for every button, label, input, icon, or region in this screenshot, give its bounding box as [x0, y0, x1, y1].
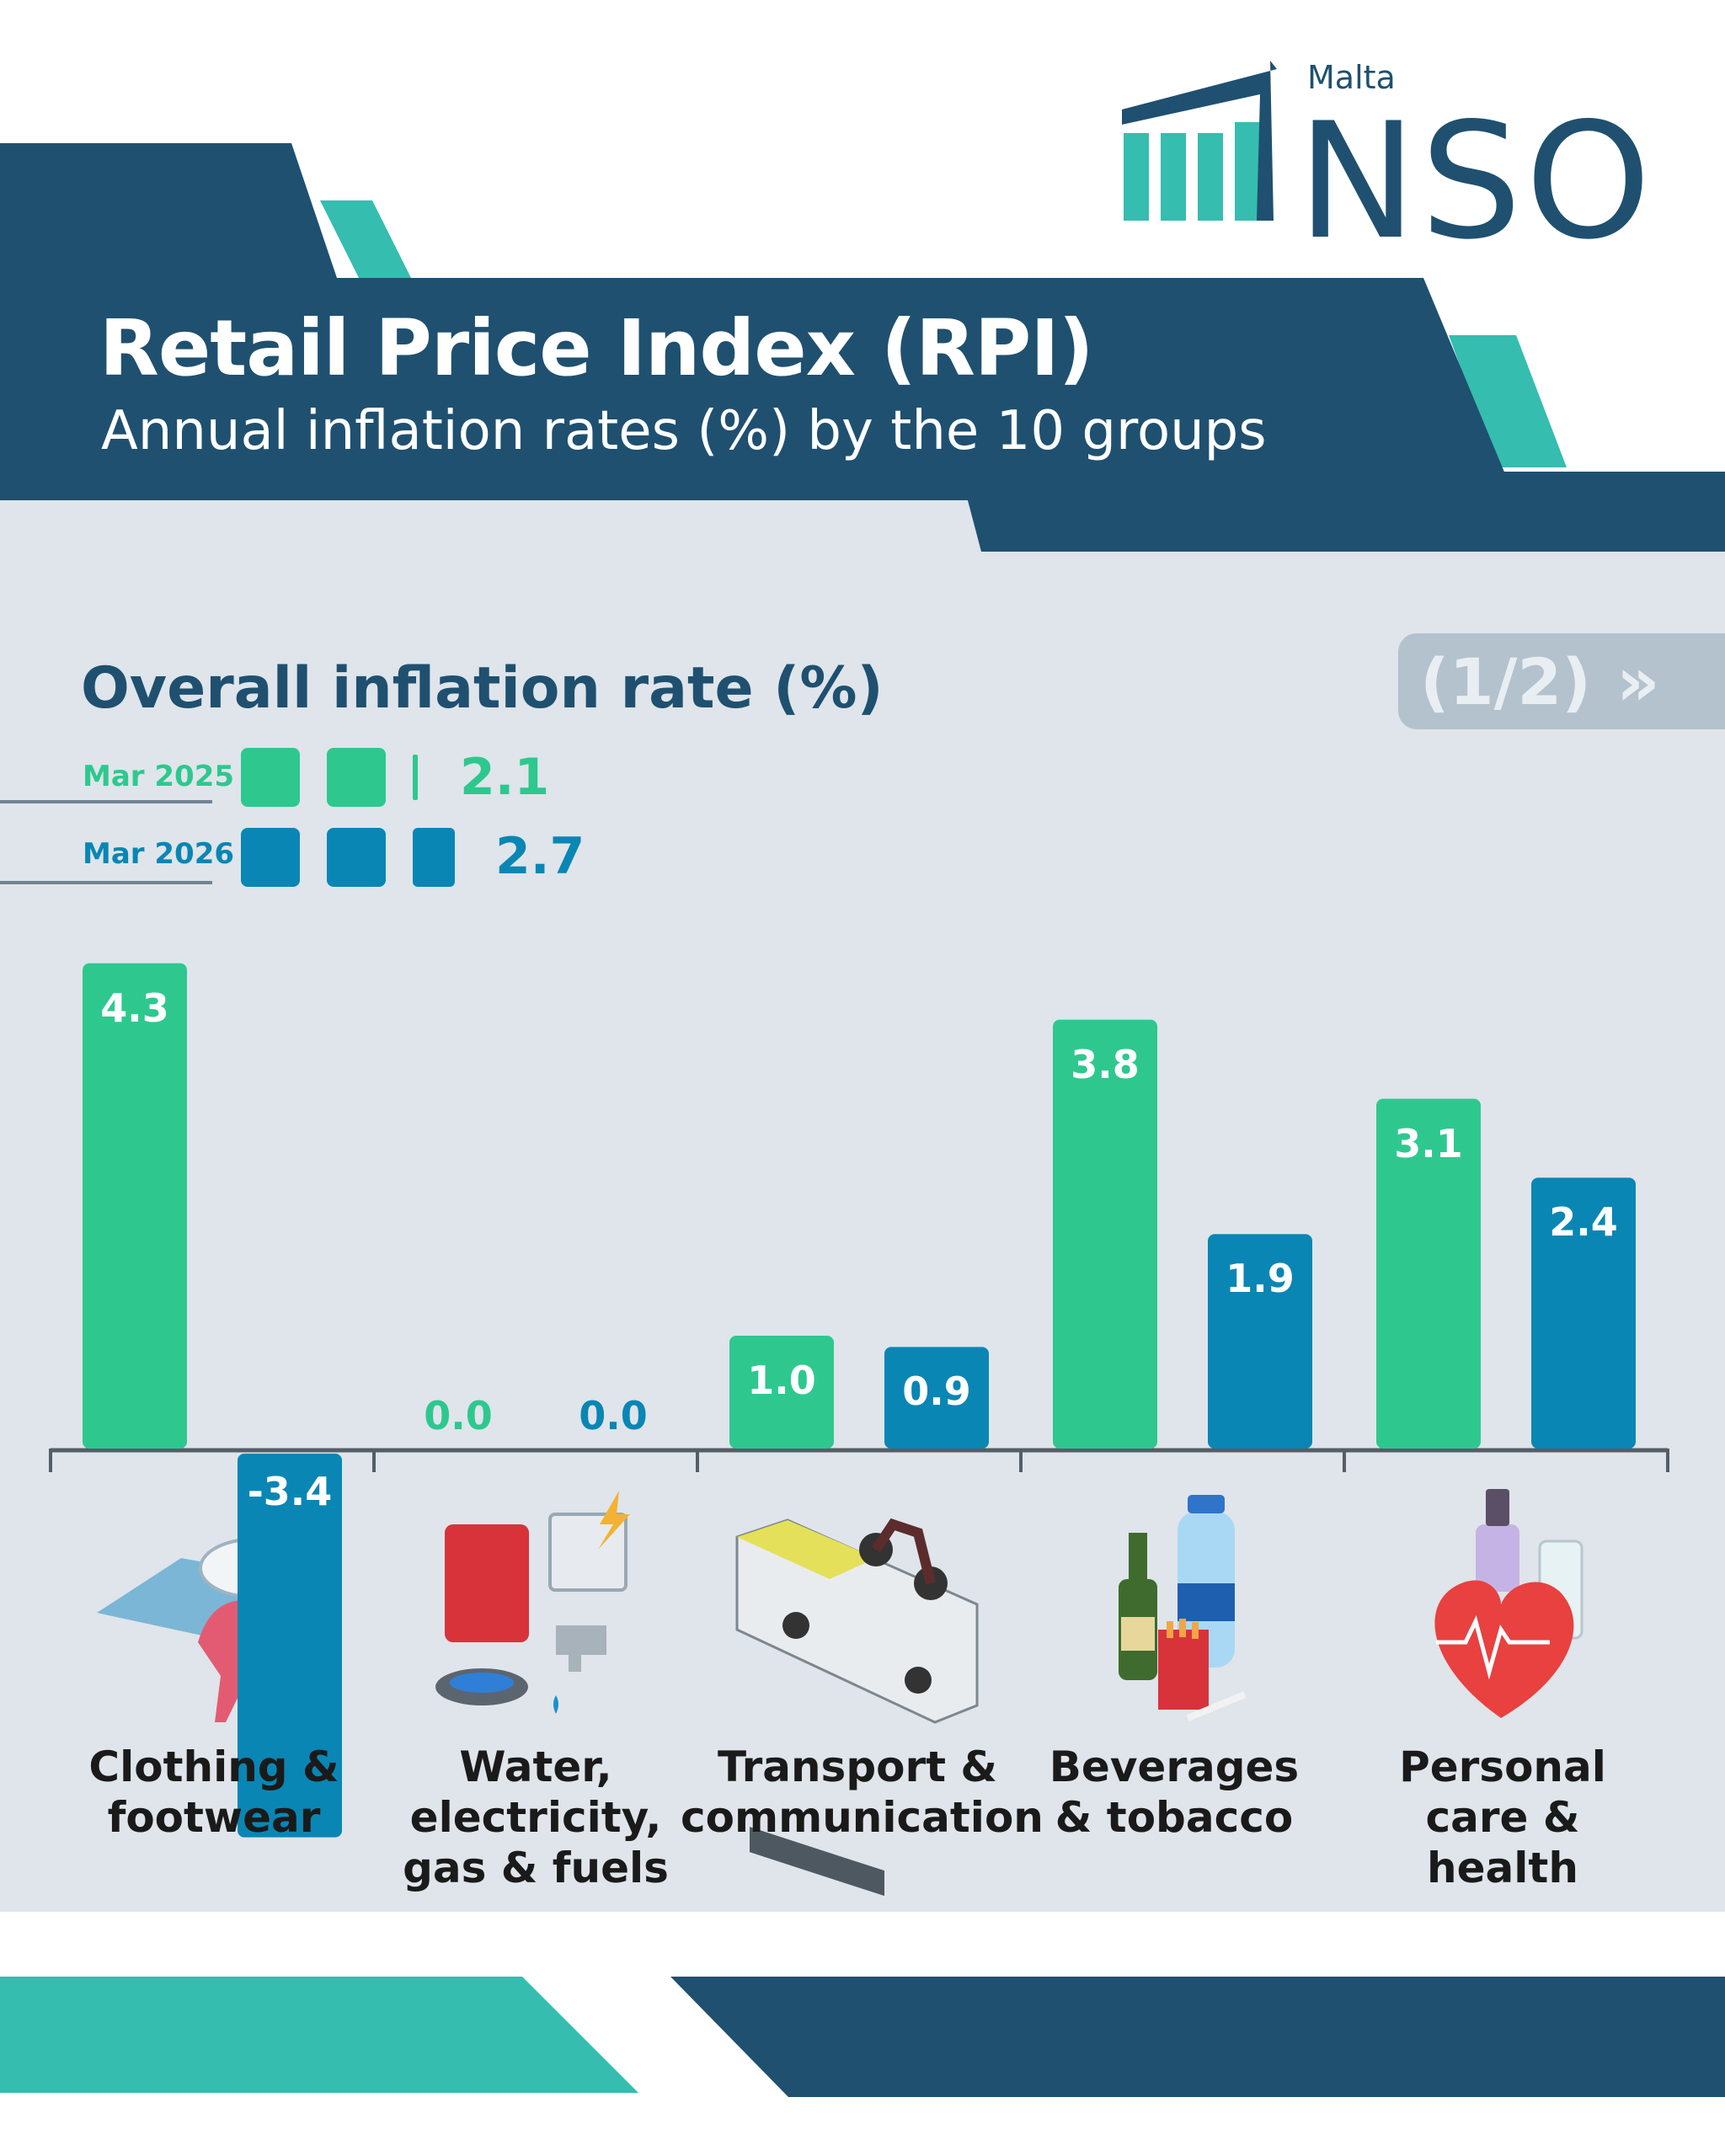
legend-square — [241, 748, 300, 807]
legend-value-2025: 2.1 — [460, 748, 550, 807]
bar-2025-0 — [83, 963, 187, 1449]
legend-square-partial — [413, 828, 455, 887]
category-label-line: care & — [1425, 1793, 1580, 1842]
category-label-line: Personal — [1399, 1742, 1606, 1791]
bar-2025-3 — [1053, 1019, 1157, 1449]
footer-ribbon-teal — [0, 1977, 638, 2093]
category-label-line: electricity, — [409, 1793, 662, 1842]
legend-period-2026: Mar 2026 — [83, 837, 235, 871]
data-label: 0.0 — [424, 1393, 493, 1438]
category-label-line: communication — [681, 1793, 1044, 1842]
category-label-line: Transport & — [717, 1742, 998, 1791]
bar-2025-2 — [729, 1336, 834, 1449]
bar-2025-4 — [1376, 1098, 1481, 1449]
legend-square — [241, 828, 300, 887]
data-label: 0.0 — [579, 1393, 648, 1438]
data-label: 2.4 — [1549, 1199, 1618, 1246]
transport-icon — [735, 1518, 979, 1897]
category-label-line: gas & fuels — [403, 1844, 669, 1892]
category-label-line: footwear — [107, 1793, 321, 1842]
category-label-line: Beverages — [1049, 1742, 1300, 1791]
page-subtitle: Annual inflation rates (%) by the 10 gro… — [101, 400, 1267, 462]
overall-inflation-title: Overall inflation rate (%) — [81, 655, 884, 722]
data-label: 1.0 — [747, 1358, 816, 1403]
data-label: 3.1 — [1394, 1120, 1463, 1166]
category-label: Clothing & footwear — [37, 1742, 391, 1843]
header-accent-right — [1449, 335, 1567, 467]
category-label: Beverages & tobacco — [997, 1742, 1351, 1843]
bar-2026-3 — [1208, 1234, 1312, 1449]
category-label: Water, electricity, gas & fuels — [359, 1742, 713, 1893]
logo-name: NSO — [1297, 88, 1655, 275]
utilities-icon — [435, 1491, 630, 1714]
bar-2026-0 — [238, 1454, 342, 1838]
legend-period-2025: Mar 2025 — [83, 760, 235, 793]
header-banner — [0, 143, 1516, 500]
legend-square — [327, 828, 386, 887]
data-label: 0.9 — [902, 1369, 971, 1415]
nso-logo-icon — [1122, 61, 1277, 221]
legend-square-partial — [413, 755, 418, 800]
data-label: 3.8 — [1071, 1041, 1140, 1087]
bar-2026-4 — [1531, 1177, 1636, 1449]
beverages-tobacco-icon — [1119, 1495, 1247, 1721]
category-label-line: health — [1427, 1844, 1578, 1892]
data-label: -3.4 — [247, 1469, 333, 1514]
personal-care-health-icon — [1434, 1489, 1583, 1718]
category-label-line: Clothing & — [88, 1742, 339, 1791]
category-label: Transport & communication — [681, 1742, 1044, 1843]
logo-country: Malta — [1307, 59, 1396, 96]
bar-2026-2 — [884, 1347, 989, 1449]
category-label: Personal care & health — [1326, 1742, 1680, 1893]
category-label-line: & tobacco — [1055, 1793, 1294, 1842]
next-page-button[interactable]: (1/2) » — [1398, 633, 1725, 729]
data-label: 4.3 — [100, 985, 169, 1031]
legend-value-2026: 2.7 — [495, 827, 585, 886]
header-accent-left — [320, 200, 411, 278]
legend-square — [327, 748, 386, 807]
data-label: 1.9 — [1226, 1256, 1295, 1302]
category-label-line: Water, — [459, 1742, 612, 1791]
footer-ribbon-navy — [670, 1977, 1725, 2097]
page-title: Retail Price Index (RPI) — [99, 303, 1094, 393]
page-indicator: (1/2) — [1420, 643, 1591, 719]
